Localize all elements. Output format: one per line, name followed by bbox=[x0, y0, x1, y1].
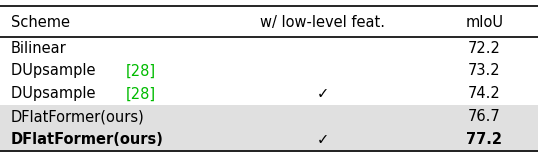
Text: Bilinear: Bilinear bbox=[11, 41, 67, 55]
Text: 77.2: 77.2 bbox=[466, 132, 502, 147]
Bar bbox=[0, 105, 538, 129]
Text: ✓: ✓ bbox=[317, 86, 329, 101]
Text: ✓: ✓ bbox=[317, 132, 329, 147]
Text: 76.7: 76.7 bbox=[468, 109, 500, 124]
Text: DUpsample: DUpsample bbox=[11, 64, 100, 78]
Text: 74.2: 74.2 bbox=[468, 86, 500, 101]
Text: DFlatFormer(ours): DFlatFormer(ours) bbox=[11, 132, 164, 147]
Text: 73.2: 73.2 bbox=[468, 64, 500, 78]
Text: 72.2: 72.2 bbox=[468, 41, 501, 55]
Text: DFlatFormer(ours): DFlatFormer(ours) bbox=[11, 109, 145, 124]
Text: [28]: [28] bbox=[126, 64, 156, 78]
Text: DUpsample: DUpsample bbox=[11, 86, 100, 101]
Text: mIoU: mIoU bbox=[465, 15, 503, 30]
Text: w/ low-level feat.: w/ low-level feat. bbox=[260, 15, 385, 30]
Bar bbox=[0, 128, 538, 152]
Text: [28]: [28] bbox=[126, 86, 156, 101]
Text: Scheme: Scheme bbox=[11, 15, 70, 30]
